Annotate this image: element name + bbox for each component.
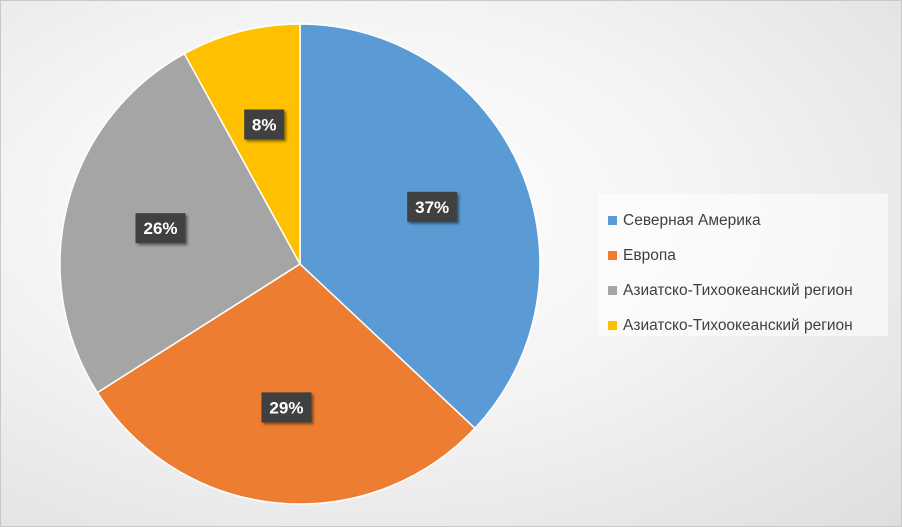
data-label-asia-pacific-2: 8% — [244, 109, 285, 140]
data-label-text: 26% — [144, 219, 178, 238]
pie-slice-north-america — [299, 23, 541, 430]
data-label-box — [135, 213, 186, 244]
pie-slice-asia-pacific-2 — [183, 23, 301, 265]
data-label-text: 8% — [252, 116, 277, 135]
legend-swatch — [608, 286, 617, 295]
pie-slice-europe — [96, 263, 477, 505]
legend-label: Азиатско-Тихоокеанский регион — [623, 281, 853, 299]
data-label-asia-pacific: 26% — [135, 213, 186, 244]
legend: Северная Америка Европа Азиатско-Тихооке… — [598, 194, 888, 336]
data-label-box — [261, 392, 312, 423]
data-label-text: 37% — [415, 198, 449, 217]
legend-label: Северная Америка — [623, 211, 761, 229]
data-label-text: 29% — [269, 398, 303, 417]
legend-item-europe: Европа — [598, 238, 888, 273]
legend-item-asia-pacific: Азиатско-Тихоокеанский регион — [598, 273, 888, 308]
data-label-box — [407, 191, 458, 222]
data-label-europe: 29% — [261, 392, 312, 423]
legend-label: Азиатско-Тихоокеанский регион — [623, 316, 853, 334]
legend-label: Европа — [623, 246, 676, 264]
data-label-box — [244, 109, 285, 140]
legend-swatch — [608, 321, 617, 330]
legend-item-north-america: Северная Америка — [598, 203, 888, 238]
legend-swatch — [608, 251, 617, 260]
legend-item-asia-pacific-2: Азиатско-Тихоокеанский регион — [598, 308, 888, 343]
data-label-north-america: 37% — [407, 191, 458, 222]
legend-swatch — [608, 216, 617, 225]
